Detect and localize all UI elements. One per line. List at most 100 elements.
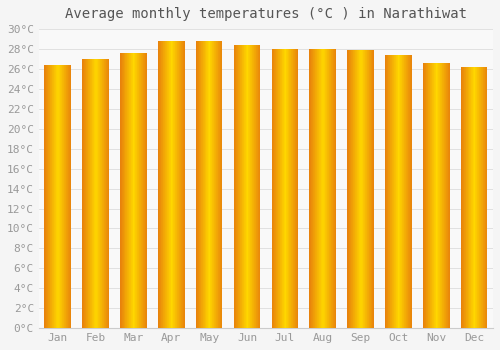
Bar [441, 63, 442, 328]
Bar [438, 63, 439, 328]
Bar [179, 41, 180, 328]
Bar [252, 45, 253, 328]
Bar [423, 63, 424, 328]
Bar [98, 59, 99, 328]
Bar [277, 49, 278, 328]
Bar [436, 63, 437, 328]
Bar [55, 65, 56, 328]
Bar [132, 53, 133, 328]
Bar [50, 65, 51, 328]
Bar [364, 50, 365, 328]
Bar [428, 63, 429, 328]
Bar [126, 53, 127, 328]
Bar [202, 41, 203, 328]
Bar [64, 65, 65, 328]
Bar [444, 63, 445, 328]
Bar [356, 50, 358, 328]
Bar [447, 63, 448, 328]
Bar [464, 67, 465, 328]
Bar [121, 53, 122, 328]
Bar [107, 59, 108, 328]
Bar [324, 49, 326, 328]
Bar [434, 63, 435, 328]
Bar [240, 45, 241, 328]
Bar [310, 49, 311, 328]
Bar [108, 59, 109, 328]
Bar [400, 55, 401, 328]
Bar [386, 55, 387, 328]
Title: Average monthly temperatures (°C ) in Narathiwat: Average monthly temperatures (°C ) in Na… [65, 7, 467, 21]
Bar [48, 65, 49, 328]
Bar [105, 59, 106, 328]
Bar [251, 45, 252, 328]
Bar [371, 50, 372, 328]
Bar [142, 53, 144, 328]
Bar [44, 65, 45, 328]
Bar [217, 41, 218, 328]
Bar [482, 67, 484, 328]
Bar [407, 55, 408, 328]
Bar [87, 59, 88, 328]
Bar [403, 55, 404, 328]
Bar [437, 63, 438, 328]
Bar [274, 49, 275, 328]
Bar [122, 53, 123, 328]
Bar [218, 41, 219, 328]
Bar [350, 50, 352, 328]
Bar [396, 55, 397, 328]
Bar [246, 45, 247, 328]
Bar [136, 53, 137, 328]
Bar [318, 49, 320, 328]
Bar [216, 41, 217, 328]
Bar [470, 67, 471, 328]
Bar [390, 55, 391, 328]
Bar [370, 50, 371, 328]
Bar [279, 49, 280, 328]
Bar [207, 41, 208, 328]
Bar [472, 67, 473, 328]
Bar [209, 41, 210, 328]
Bar [316, 49, 318, 328]
Bar [411, 55, 412, 328]
Bar [129, 53, 130, 328]
Bar [96, 59, 97, 328]
Bar [57, 65, 58, 328]
Bar [162, 41, 164, 328]
Bar [426, 63, 427, 328]
Bar [465, 67, 466, 328]
Bar [138, 53, 140, 328]
Bar [394, 55, 395, 328]
Bar [352, 50, 354, 328]
Bar [174, 41, 176, 328]
Bar [103, 59, 104, 328]
Bar [203, 41, 204, 328]
Bar [128, 53, 129, 328]
Bar [429, 63, 430, 328]
Bar [89, 59, 90, 328]
Bar [124, 53, 125, 328]
Bar [130, 53, 131, 328]
Bar [373, 50, 374, 328]
Bar [101, 59, 102, 328]
Bar [235, 45, 236, 328]
Bar [255, 45, 256, 328]
Bar [462, 67, 463, 328]
Bar [397, 55, 398, 328]
Bar [296, 49, 297, 328]
Bar [330, 49, 332, 328]
Bar [320, 49, 322, 328]
Bar [51, 65, 52, 328]
Bar [367, 50, 368, 328]
Bar [213, 41, 214, 328]
Bar [427, 63, 428, 328]
Bar [369, 50, 370, 328]
Bar [236, 45, 237, 328]
Bar [125, 53, 126, 328]
Bar [208, 41, 209, 328]
Bar [82, 59, 83, 328]
Bar [212, 41, 213, 328]
Bar [484, 67, 486, 328]
Bar [466, 67, 467, 328]
Bar [328, 49, 330, 328]
Bar [91, 59, 92, 328]
